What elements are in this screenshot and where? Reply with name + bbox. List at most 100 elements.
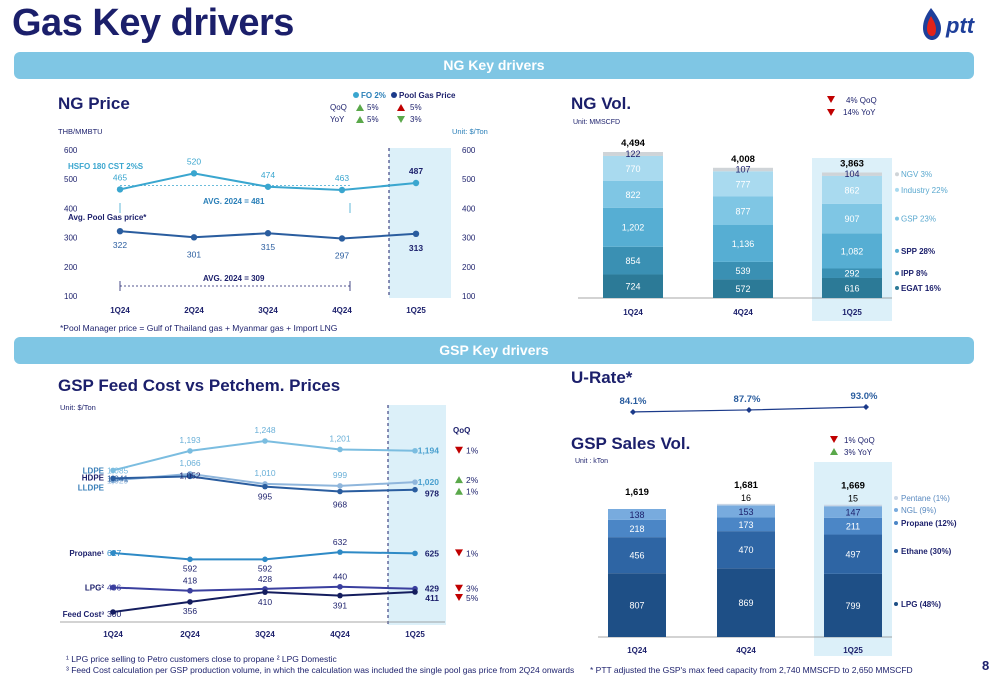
logo-wordmark: ptt [945,13,976,38]
ng-vol-title: NG Vol. [571,94,631,113]
x-tick-label: 1Q24 [103,630,123,639]
bar-segment-value: 807 [629,601,644,611]
feed-cost-value: 411 [425,593,439,603]
feed-cost-value: 410 [258,597,272,607]
qoq-value: 1% [466,446,479,456]
bar-segment [713,167,773,172]
legend-fo-qoq: 5% [367,103,379,112]
y-tick-left: 500 [64,175,78,184]
x-tick-label: 4Q24 [733,308,753,317]
bar-segment [717,568,775,637]
lldpe-value: 1,020 [418,477,440,487]
bar-total: 3,863 [840,158,864,169]
bar-segment [608,573,666,637]
hsfo-value: 520 [187,156,201,166]
pool-value: 322 [113,240,127,250]
gsp-feed-unit: Unit: $/Ton [60,403,96,412]
ng-banner: NG Key drivers [14,52,974,79]
u-rate-point [863,404,869,410]
feed-cost-point [262,589,268,595]
avg-pool-label: AVG. 2024 = 309 [203,274,265,283]
gsp-sales-legend: 1% QoQ 3% YoY [830,436,875,457]
propane-value: 592 [258,563,272,573]
feed-cost-point [187,599,193,605]
pool-point [412,230,420,238]
qoq-down-icon [455,446,463,454]
lldpe-value: 1,066 [179,458,201,468]
y-tick-right: 600 [462,146,476,155]
ldpe-value: 1,193 [179,435,201,445]
ldpe-value: 1,248 [254,425,276,435]
legend-pool-header: Pool Gas Price [399,91,456,100]
legend-label: IPP 8% [901,269,928,278]
gsp-sales-unit: Unit : kTon [575,458,608,465]
x-tick-label: 1Q24 [623,308,643,317]
vol-qoq-down-icon [827,96,835,103]
feed-cost-point [110,609,116,615]
legend-pool-yoy: 3% [410,115,422,124]
hdpe-point [187,473,193,480]
bar-segment [603,246,663,275]
bar-segment [717,503,775,506]
y-tick-left: 400 [64,204,78,213]
hdpe-value: 1,041 [107,473,129,483]
legend-dot [895,248,899,253]
bar-segment [713,279,773,298]
bar-segment [822,268,882,278]
hdpe-point [337,488,343,495]
pool-point [338,235,346,242]
fo-qoq-up-icon [356,104,364,111]
hdpe-point [412,486,418,493]
bar-segment [717,505,775,518]
hsfo-point [338,186,346,194]
bar-segment-value: 470 [738,545,753,555]
lldpe-point [337,483,343,489]
qoq-down-icon [455,584,463,592]
y-tick-right: 300 [462,234,476,243]
bar-segment [822,277,882,298]
ldpe-value: 1,085 [107,465,129,475]
hdpe-point [110,475,116,482]
u-rate-value: 84.1% [620,396,647,407]
bar-segment [608,537,666,574]
propane-point [187,556,193,563]
gsp-sales-title: GSP Sales Vol. [571,434,690,453]
bar-segment [824,506,882,518]
hsfo-value: 474 [261,170,275,180]
gsp-footnote-2: ³ Feed Cost calculation per GSP producti… [66,665,575,675]
ldpe-point [110,467,116,474]
lldpe-value: 1,029 [107,476,129,486]
legend-label: NGV 3% [901,170,932,179]
bar-segment-value: 104 [844,169,859,179]
x-tick-label: 1Q24 [110,306,130,315]
pool-point [116,227,124,235]
legend-dot [894,521,898,525]
qoq-value: 2% [466,475,479,485]
x-tick-label: 4Q24 [330,630,350,639]
gsp-sales-chart: GSP Sales Vol. Unit : kTon 1% QoQ 3% YoY… [571,434,957,656]
x-tick-label: 1Q25 [405,630,425,639]
gsp-footnote-1: ¹ LPG price selling to Petro customers c… [66,654,337,664]
bar-segment-value: 822 [625,190,640,200]
highlight-1q25 [389,148,451,298]
y-tick-right: 100 [462,292,476,301]
legend-dot [895,187,899,192]
bar-segment [824,573,882,637]
ng-price-unit-left: THB/MMBTU [58,127,103,136]
bar-segment [608,519,666,538]
ng-price-title: NG Price [58,94,130,113]
ng-price-footnote: *Pool Manager price = Gulf of Thailand g… [60,323,338,333]
legend-label: Pentane (1%) [901,494,950,503]
bar-segment [603,207,663,247]
y-tick-left: 200 [64,263,78,272]
bar-segment-value: 854 [625,256,640,266]
ng-vol-yoy: 14% YoY [843,108,876,117]
u-rate-chart: U-Rate* 84.1% 87.7% 93.0% [571,368,878,415]
legend-label: LPG (48%) [901,600,941,609]
ng-price-unit-right: Unit: $/Ton [452,127,488,136]
legend-label: Ethane (30%) [901,547,952,556]
bar-segment [713,261,773,280]
hsfo-point [190,170,198,177]
legend-fo-header: FO 2% [361,91,386,100]
feed-cost-value: 391 [333,601,347,611]
